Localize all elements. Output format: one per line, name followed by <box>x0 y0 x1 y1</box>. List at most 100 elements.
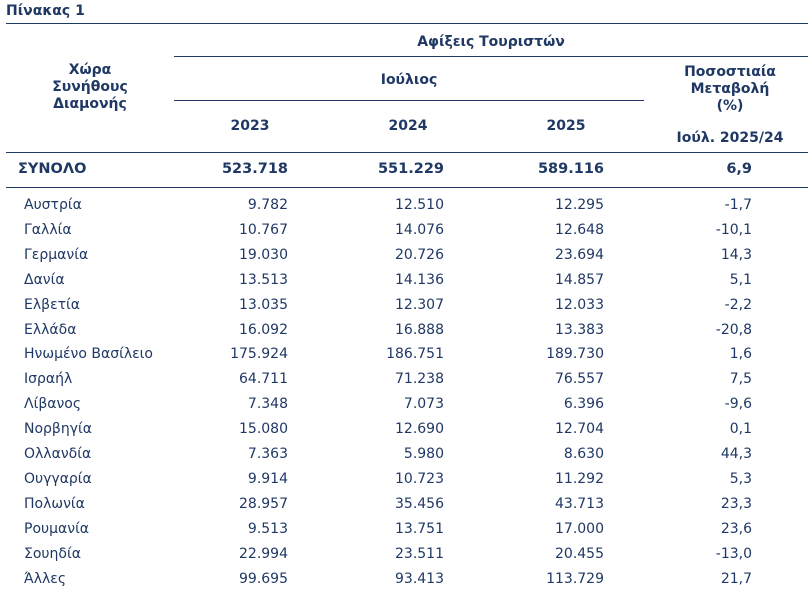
arrivals-2024: 12.690 <box>395 421 444 437</box>
total-label: ΣΥΝΟΛΟ <box>18 161 87 177</box>
change-percent: 0,1 <box>729 421 752 437</box>
change-header-line-2: Μεταβολή <box>690 81 770 97</box>
change-percent: -13,0 <box>715 546 752 562</box>
country-name: Γαλλία <box>24 222 72 238</box>
arrivals-2023: 13.035 <box>239 297 288 313</box>
arrivals-2025: 12.295 <box>555 197 604 213</box>
change-header-line-3: (%) <box>716 98 744 114</box>
arrivals-2025: 17.000 <box>555 521 604 537</box>
change-percent: 44,3 <box>720 446 752 462</box>
arrivals-2023: 175.924 <box>230 346 288 362</box>
arrivals-2023: 15.080 <box>239 421 288 437</box>
total-bottom-rule <box>6 187 808 188</box>
arrivals-2025: 76.557 <box>555 371 604 387</box>
country-name: Αυστρία <box>24 197 82 213</box>
change-column-header: Ποσοστιαία Μεταβολή (%) <box>650 64 808 115</box>
arrivals-2024: 10.723 <box>395 471 444 487</box>
country-name: Ουγγαρία <box>24 471 92 487</box>
arrivals-2023: 10.767 <box>239 222 288 238</box>
arrivals-2025: 43.713 <box>555 496 604 512</box>
arrivals-2025: 12.033 <box>555 297 604 313</box>
country-name: Νορβηγία <box>24 421 92 437</box>
country-name: Ολλανδία <box>24 446 92 462</box>
arrivals-2025: 14.857 <box>555 272 604 288</box>
country-name: Ελβετία <box>24 297 81 313</box>
country-name: Λίβανος <box>24 396 82 412</box>
year-header-2025: 2025 <box>546 118 586 134</box>
country-name: Ελλάδα <box>24 322 77 338</box>
change-percent: -2,2 <box>724 297 752 313</box>
country-name: Ρουμανία <box>24 521 90 537</box>
arrivals-2025: 20.455 <box>555 546 604 562</box>
change-percent: 5,1 <box>729 272 752 288</box>
country-column-header: Χώρα Συνήθους Διαμονής <box>0 62 180 113</box>
month-header: Ιούλιος <box>380 72 438 88</box>
arrivals-2023: 19.030 <box>239 247 288 263</box>
arrivals-2025: 23.694 <box>555 247 604 263</box>
country-name: Σουηδία <box>24 546 81 562</box>
arrivals-2024: 186.751 <box>386 346 444 362</box>
arrivals-2024: 16.888 <box>395 322 444 338</box>
total-2024: 551.229 <box>377 161 444 177</box>
arrivals-2023: 9.782 <box>247 197 288 213</box>
arrivals-2023: 28.957 <box>239 496 288 512</box>
country-name: Ηνωμένο Βασίλειο <box>24 346 153 362</box>
arrivals-2023: 9.914 <box>247 471 288 487</box>
arrivals-2024: 14.076 <box>395 222 444 238</box>
arrivals-rule <box>174 56 808 57</box>
change-period-header: Ιούλ. 2025/24 <box>676 130 784 146</box>
arrivals-2024: 12.307 <box>395 297 444 313</box>
arrivals-2024: 71.238 <box>395 371 444 387</box>
arrivals-2025: 13.383 <box>555 322 604 338</box>
arrivals-2025: 113.729 <box>546 571 604 587</box>
arrivals-2023: 7.348 <box>247 396 288 412</box>
country-name: Άλλες <box>24 571 67 587</box>
arrivals-2025: 6.396 <box>563 396 604 412</box>
year-header-2023: 2023 <box>230 118 270 134</box>
arrivals-2024: 93.413 <box>395 571 444 587</box>
arrivals-header: Αφίξεις Τουριστών <box>417 34 565 50</box>
change-percent: -10,1 <box>715 222 752 238</box>
change-percent: 7,5 <box>729 371 752 387</box>
arrivals-2023: 99.695 <box>239 571 288 587</box>
arrivals-2024: 5.980 <box>403 446 444 462</box>
arrivals-2025: 189.730 <box>546 346 604 362</box>
change-header-line-1: Ποσοστιαία <box>684 64 776 80</box>
header-bottom-rule <box>6 152 808 153</box>
arrivals-2024: 20.726 <box>395 247 444 263</box>
arrivals-2025: 12.648 <box>555 222 604 238</box>
arrivals-2024: 7.073 <box>403 396 444 412</box>
arrivals-2023: 22.994 <box>239 546 288 562</box>
arrivals-2023: 13.513 <box>239 272 288 288</box>
top-rule <box>6 23 808 24</box>
arrivals-2023: 9.513 <box>247 521 288 537</box>
total-2025: 589.116 <box>537 161 604 177</box>
month-rule <box>174 100 644 101</box>
change-percent: 14,3 <box>720 247 752 263</box>
change-percent: 1,6 <box>729 346 752 362</box>
arrivals-2024: 23.511 <box>395 546 444 562</box>
table-title: Πίνακας 1 <box>6 3 85 19</box>
arrivals-2023: 64.711 <box>239 371 288 387</box>
arrivals-2023: 7.363 <box>247 446 288 462</box>
arrivals-2025: 8.630 <box>563 446 604 462</box>
country-header-line-2: Συνήθους <box>52 79 128 95</box>
change-percent: 5,3 <box>729 471 752 487</box>
country-header-line-1: Χώρα <box>68 62 112 78</box>
country-name: Δανία <box>24 272 65 288</box>
change-percent: 23,3 <box>720 496 752 512</box>
country-name: Γερμανία <box>24 247 89 263</box>
change-percent: -9,6 <box>724 396 752 412</box>
arrivals-2025: 11.292 <box>555 471 604 487</box>
change-percent: -1,7 <box>724 197 752 213</box>
total-change: 6,9 <box>726 161 752 177</box>
change-percent: -20,8 <box>715 322 752 338</box>
country-name: Πολωνία <box>24 496 85 512</box>
arrivals-2023: 16.092 <box>239 322 288 338</box>
arrivals-2024: 12.510 <box>395 197 444 213</box>
arrivals-2024: 13.751 <box>395 521 444 537</box>
year-header-2024: 2024 <box>388 118 428 134</box>
arrivals-2025: 12.704 <box>555 421 604 437</box>
change-percent: 21,7 <box>720 571 752 587</box>
country-name: Ισραήλ <box>24 371 73 387</box>
